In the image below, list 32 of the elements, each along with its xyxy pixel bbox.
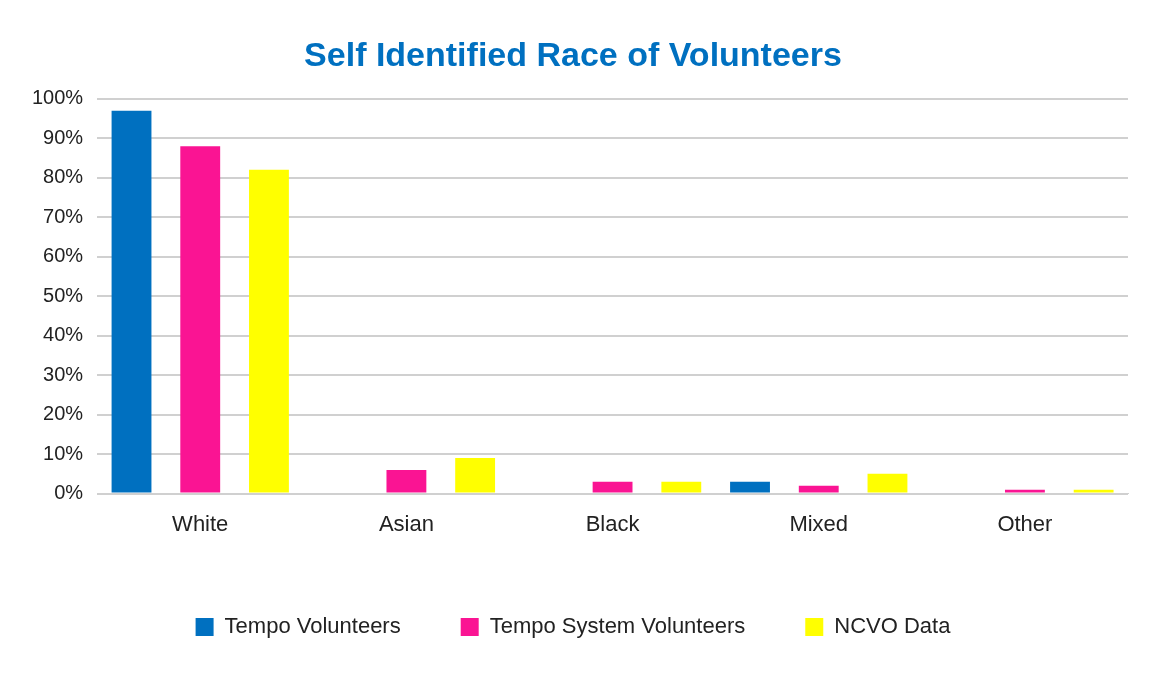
x-tick-label: Asian	[378, 510, 434, 536]
x-tick-label: Other	[997, 510, 1053, 536]
bar	[180, 146, 221, 493]
legend-label: Tempo System Volunteers	[489, 613, 746, 639]
legend-label: NCVO Data	[834, 613, 952, 639]
x-tick-label: Mixed	[789, 510, 849, 536]
bar	[592, 481, 633, 493]
y-tick-label: 20%	[43, 402, 84, 425]
y-tick-label: 50%	[43, 283, 84, 306]
y-tick-label: 30%	[43, 362, 84, 385]
bar	[249, 169, 289, 493]
x-tick-label: White	[172, 510, 229, 536]
bar	[1004, 489, 1045, 493]
bar	[1073, 489, 1114, 493]
y-tick-label: 90%	[43, 125, 84, 148]
y-tick-label: 60%	[43, 244, 84, 267]
legend-label: Tempo Volunteers	[224, 613, 401, 639]
bar	[111, 110, 152, 493]
bar	[455, 458, 496, 493]
y-tick-label: 40%	[43, 323, 84, 346]
bar	[867, 473, 908, 493]
bar	[661, 481, 702, 493]
y-tick-label: 100%	[32, 86, 84, 109]
y-tick-label: 70%	[43, 204, 84, 227]
bar	[386, 469, 427, 493]
bar	[798, 485, 839, 493]
bar	[730, 481, 770, 493]
x-tick-label: Black	[585, 510, 641, 536]
y-tick-label: 80%	[43, 165, 84, 188]
y-tick-label: 0%	[54, 481, 84, 504]
y-tick-label: 10%	[43, 441, 84, 464]
chart-title: Self Identified Race of Volunteers	[304, 34, 842, 73]
